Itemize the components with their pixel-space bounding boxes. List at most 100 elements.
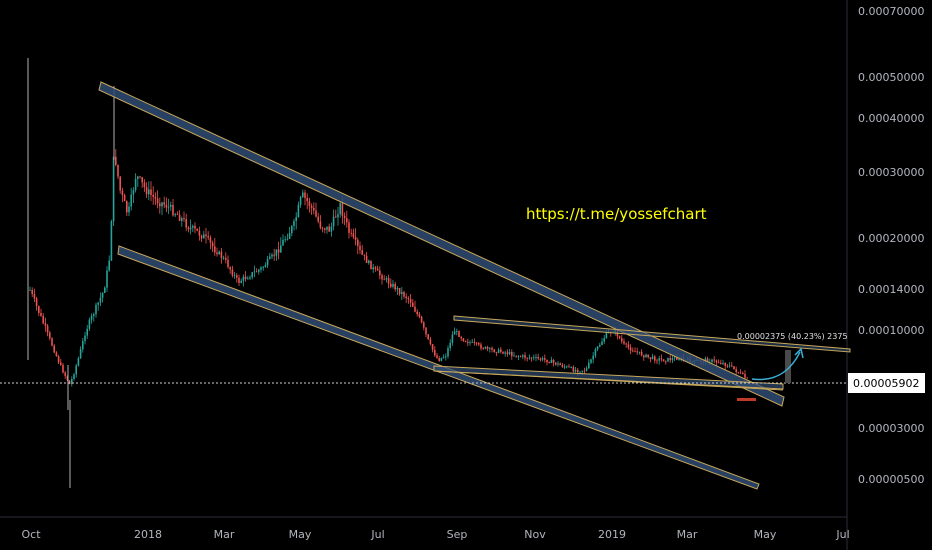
candle-body xyxy=(555,362,557,365)
candle-body xyxy=(605,332,608,339)
candle-body xyxy=(205,234,207,236)
candle-body xyxy=(733,366,735,370)
candle-body xyxy=(194,225,196,229)
candle-body xyxy=(434,349,436,356)
telegram-link[interactable]: https://t.me/yossefchart xyxy=(526,205,707,223)
x-tick-label: Jul xyxy=(835,528,849,541)
candle-body xyxy=(533,357,535,359)
x-tick-label: 2018 xyxy=(134,528,162,541)
candle-body xyxy=(372,267,374,270)
candle-body xyxy=(720,362,722,364)
candle-body xyxy=(574,369,577,372)
candle-body xyxy=(660,358,663,360)
candle-body xyxy=(332,216,335,227)
candle-body xyxy=(337,214,339,218)
candle-body xyxy=(304,192,306,198)
candle-body xyxy=(260,267,262,270)
candle-body xyxy=(656,360,658,362)
x-tick-label: Jul xyxy=(370,528,384,541)
candle-body xyxy=(528,357,531,359)
x-tick-label: Oct xyxy=(21,528,41,541)
candle-body xyxy=(249,277,251,279)
candle-body xyxy=(704,358,707,362)
candle-body xyxy=(572,367,575,372)
projection-arrow xyxy=(751,351,801,381)
candle-body xyxy=(478,343,480,345)
candle-body xyxy=(537,356,539,359)
candle-body xyxy=(95,304,97,315)
candle-body xyxy=(539,358,542,360)
candle-body xyxy=(132,190,135,195)
candle-body xyxy=(416,311,418,315)
candle-body xyxy=(57,356,60,363)
candle-body xyxy=(101,292,104,298)
candle-body xyxy=(99,297,102,303)
candle-body xyxy=(561,365,564,367)
candle-body xyxy=(563,366,566,368)
candle-body xyxy=(535,356,537,358)
candle-body xyxy=(442,357,445,358)
candle-body xyxy=(440,357,443,361)
candle-body xyxy=(420,316,423,323)
candle-body xyxy=(634,351,636,353)
candle-body xyxy=(550,359,553,364)
candle-body xyxy=(486,346,489,349)
candle-body xyxy=(636,351,638,353)
candle-body xyxy=(284,239,286,241)
candle-body xyxy=(552,359,555,363)
y-tick-label: 0.00070000 xyxy=(858,5,924,18)
candle-body xyxy=(519,356,522,358)
x-tick-label: Mar xyxy=(214,528,235,541)
candle-body xyxy=(445,356,447,358)
y-tick-label: 0.00050000 xyxy=(858,71,924,84)
candle-body xyxy=(236,275,238,278)
candle-body xyxy=(722,363,724,364)
candle-body xyxy=(482,348,484,350)
range-upper-line[interactable] xyxy=(453,315,851,353)
current-price-value: 0.00005902 xyxy=(853,377,919,390)
candle-body xyxy=(504,352,506,354)
y-tick-label: 0.00040000 xyxy=(858,112,924,125)
candle-body xyxy=(251,272,253,278)
candle-body xyxy=(544,358,546,360)
candle-body xyxy=(662,359,665,362)
candle-body xyxy=(398,287,401,295)
candle-body xyxy=(647,354,649,358)
candle-body xyxy=(181,218,183,221)
channel-upper-band[interactable] xyxy=(98,81,785,407)
candle-body xyxy=(49,332,51,339)
candle-body xyxy=(123,195,126,202)
candle-body xyxy=(715,360,718,363)
candle-body xyxy=(409,299,412,303)
candle-body xyxy=(596,346,599,350)
candle-body xyxy=(643,355,645,358)
candle-body xyxy=(319,221,322,228)
candle-body xyxy=(735,369,737,373)
candle-body xyxy=(335,216,337,218)
candle-body xyxy=(640,351,643,356)
candle-body xyxy=(330,226,333,232)
candle-body xyxy=(427,334,429,340)
candle-body xyxy=(255,271,258,273)
candle-body xyxy=(669,357,671,361)
candle-body xyxy=(280,245,282,253)
candle-body xyxy=(625,343,627,345)
candle-body xyxy=(291,226,293,234)
candle-body xyxy=(262,267,264,268)
candle-body xyxy=(137,176,139,179)
candle-body xyxy=(671,358,674,361)
candle-body xyxy=(570,367,572,368)
candle-body xyxy=(559,363,561,366)
candle-body xyxy=(192,225,194,228)
candle-body xyxy=(172,204,174,216)
candle-body xyxy=(308,201,311,206)
candle-body xyxy=(713,359,715,361)
candle-body xyxy=(449,342,451,349)
candlestick-series xyxy=(27,58,748,488)
candle-body xyxy=(145,187,148,195)
candle-body xyxy=(196,228,198,231)
candle-body xyxy=(275,249,278,256)
range-lower-line-2[interactable] xyxy=(433,370,784,391)
candle-body xyxy=(247,278,249,280)
range-lower-line[interactable] xyxy=(433,365,784,390)
